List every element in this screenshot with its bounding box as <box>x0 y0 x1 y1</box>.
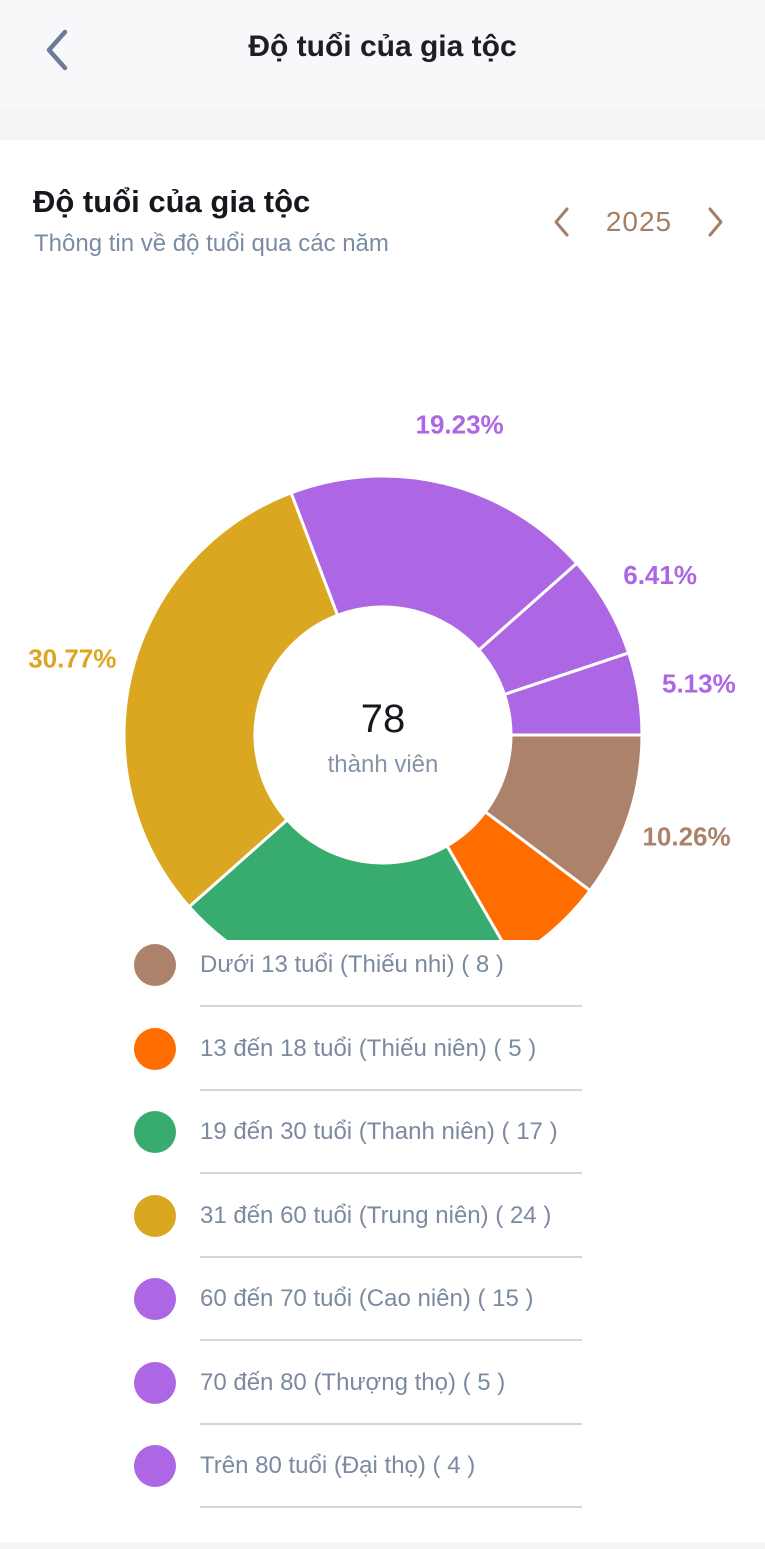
donut-slice-7[interactable] <box>502 651 644 737</box>
chevron-left-icon <box>554 207 569 237</box>
age-donut-chart: 10.26%6.41%21.79%30.77%19.23%6.41%5.13% … <box>28 409 736 940</box>
legend-color-dot <box>134 1027 176 1070</box>
legend-label: 70 đến 80 (Thượng thọ) ( 5 ) <box>200 1368 506 1396</box>
donut-slice-2[interactable] <box>444 809 593 940</box>
legend-item[interactable]: 19 đến 30 tuổi (Thanh niên) ( 17 ) <box>0 1100 765 1184</box>
center-caption: thành viên <box>328 751 439 778</box>
legend-label: Dưới 13 tuổi (Thiếu nhi) ( 8 ) <box>200 951 504 978</box>
slice-percent-label: 5.13% <box>662 669 736 699</box>
legend-label: 13 đến 18 tuổi (Thiếu niên) ( 5 ) <box>200 1034 537 1062</box>
legend-item[interactable]: 70 đến 80 (Thượng thọ) ( 5 ) <box>0 1351 765 1435</box>
legend-divider <box>200 1005 582 1007</box>
legend-label: Trên 80 tuổi (Đại thọ) ( 4 ) <box>200 1452 476 1479</box>
legend-color-dot <box>134 1194 176 1237</box>
card-title: Độ tuổi của gia tộc <box>33 184 311 219</box>
legend-divider <box>200 1422 582 1425</box>
slice-percent-label: 10.26% <box>642 821 730 851</box>
legend-item[interactable]: 31 đến 60 tuổi (Trung niên) ( 24 ) <box>0 1184 765 1268</box>
legend-item[interactable]: Trên 80 tuổi (Đại thọ) ( 4 ) <box>0 1434 765 1518</box>
legend-item[interactable]: Dưới 13 tuổi (Thiếu nhi) ( 8 ) <box>0 933 765 1017</box>
legend-item[interactable]: 60 đến 70 tuổi (Cao niên) ( 15 ) <box>0 1267 765 1351</box>
chevron-left-icon <box>46 29 68 71</box>
legend-label: 31 đến 60 tuổi (Trung niên) ( 24 ) <box>200 1201 552 1229</box>
back-button[interactable] <box>30 22 86 78</box>
legend-color-dot <box>134 944 176 986</box>
donut-slice-5[interactable] <box>289 474 579 653</box>
previous-year-button[interactable] <box>542 202 582 242</box>
legend-color-dot <box>134 1361 176 1404</box>
legend-label: 19 đến 30 tuổi (Thanh niên) ( 17 ) <box>200 1118 558 1145</box>
year-selector: 2025 <box>540 202 740 242</box>
legend-divider <box>200 1088 582 1091</box>
age-chart-card: Độ tuổi của gia tộc Thông tin về độ tuổi… <box>0 140 765 1542</box>
donut-slice-3[interactable] <box>187 817 512 940</box>
legend-item[interactable]: 13 đến 18 tuổi (Thiếu niên) ( 5 ) <box>0 1017 765 1101</box>
year-label: 2025 <box>605 206 673 237</box>
next-year-button[interactable] <box>695 202 735 242</box>
page-title: Độ tuổi của gia tộc <box>248 30 517 63</box>
legend-divider <box>200 1339 582 1341</box>
legend-label: 60 đến 70 tuổi (Cao niên) ( 15 ) <box>200 1285 534 1312</box>
card-subtitle: Thông tin về độ tuổi qua các năm <box>34 230 389 257</box>
top-app-bar: Độ tuổi của gia tộc <box>0 0 765 107</box>
legend-divider <box>200 1172 582 1174</box>
center-total-value: 78 <box>361 697 406 741</box>
donut-slice-4[interactable] <box>122 490 340 909</box>
slice-percent-label: 6.41% <box>623 560 697 590</box>
legend-divider <box>200 1506 582 1508</box>
slice-percent-label: 30.77% <box>28 643 116 673</box>
legend-color-dot <box>134 1111 176 1153</box>
slice-percent-label: 19.23% <box>415 409 503 439</box>
chevron-right-icon <box>708 207 723 237</box>
legend-divider <box>200 1255 582 1258</box>
legend-color-dot <box>134 1278 176 1320</box>
legend-color-dot <box>134 1445 176 1487</box>
